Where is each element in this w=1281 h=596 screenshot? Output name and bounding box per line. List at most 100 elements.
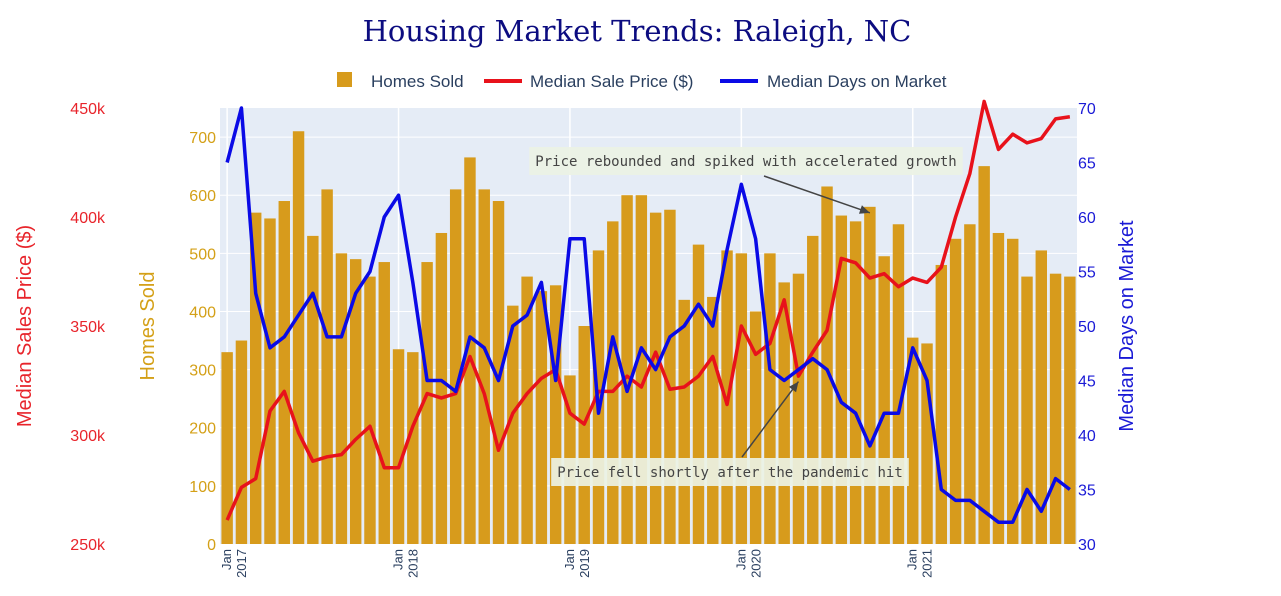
- homes-sold-bar: [835, 215, 848, 544]
- days-tick-label: 30: [1078, 537, 1096, 554]
- homes-sold-bar: [249, 212, 262, 544]
- homes-sold-bar: [478, 189, 490, 545]
- x-tick-month: Jan: [733, 549, 748, 570]
- homes-sold-axis: 0 100 200 300 400 500 600 700: [189, 130, 216, 554]
- homes-sold-bar: [521, 276, 533, 544]
- homes-sold-bar: [321, 189, 333, 545]
- legend[interactable]: Homes Sold Median Sale Price ($) Median …: [337, 72, 947, 91]
- annotations: Price rebounded and spiked with accelera…: [529, 147, 963, 486]
- homes-sold-bar: [549, 285, 562, 544]
- homes-sold-bar: [364, 276, 376, 544]
- homes-sold-bar: [235, 340, 248, 544]
- homes-sold-bar: [1021, 276, 1033, 544]
- annotation-price-rebound-arrow: [763, 175, 871, 214]
- homes-sold-bar: [849, 221, 862, 545]
- legend-label-days-on-market[interactable]: Median Days on Market: [767, 72, 947, 91]
- homes-sold-bar: [949, 238, 962, 545]
- homes-sold-bar: [878, 256, 890, 544]
- price-tick-label: 400k: [70, 210, 106, 227]
- homes-sold-bar: [407, 352, 419, 544]
- price-axis-title: Median Sales Price ($): [14, 225, 36, 427]
- price-axis: 250k 300k 350k 400k 450k: [70, 101, 106, 554]
- days-axis-title: Median Days on Market: [1116, 220, 1138, 432]
- homes-sold-bar: [449, 189, 462, 545]
- days-tick-label: 65: [1078, 156, 1096, 173]
- homes-sold-bar: [992, 232, 1005, 544]
- homes-sold-bar: [907, 337, 919, 544]
- x-tick-year: 2017: [234, 549, 249, 578]
- homes-sold-bar: [664, 209, 676, 544]
- homes-sold-bar: [735, 253, 748, 545]
- homes-sold-bar: [578, 326, 590, 544]
- days-tick-label: 45: [1078, 374, 1096, 391]
- legend-label-sale-price[interactable]: Median Sale Price ($): [530, 72, 693, 91]
- days-tick-label: 50: [1078, 319, 1096, 336]
- price-tick-label: 300k: [70, 428, 106, 445]
- homes-sold-bar: [935, 264, 948, 544]
- homes-sold-bar: [507, 305, 519, 544]
- homes-sold-bar: [921, 343, 933, 544]
- homes-sold-bar: [392, 349, 405, 544]
- homes-sold-bar: [807, 235, 819, 545]
- x-tick-year: 2021: [920, 549, 935, 578]
- homes-sold-bar: [535, 291, 548, 544]
- series-lines: [225, 99, 1071, 524]
- x-tick-year: 2018: [406, 549, 421, 578]
- homes-sold-bar: [464, 157, 476, 544]
- x-tick-month: Jan: [562, 549, 577, 570]
- homes-sold-bar: [264, 218, 276, 544]
- legend-label-homes-sold[interactable]: Homes Sold: [371, 72, 464, 91]
- homes-sold-tick-label: 0: [207, 537, 216, 554]
- sale-price-line: [225, 99, 1071, 521]
- homes-sold-bar: [435, 232, 448, 544]
- homes-sold-tick-label: 300: [189, 363, 216, 380]
- homes-sold-bar: [692, 244, 705, 544]
- homes-sold-tick-label: 700: [189, 130, 216, 147]
- homes-sold-tick-label: 100: [189, 479, 216, 496]
- price-tick-label: 350k: [70, 319, 106, 336]
- homes-sold-tick-label: 400: [189, 304, 216, 321]
- days-tick-label: 70: [1078, 101, 1096, 118]
- days-tick-label: 60: [1078, 210, 1096, 227]
- price-tick-label: 450k: [70, 101, 106, 118]
- annotation-pandemic-dip-arrowhead: [788, 381, 799, 393]
- homes-sold-bar: [307, 235, 319, 545]
- homes-sold-bar: [649, 212, 662, 544]
- x-tick-year: 2020: [748, 549, 763, 578]
- homes-sold-bar: [378, 262, 390, 544]
- homes-sold-bar: [978, 166, 990, 544]
- homes-sold-bar: [1049, 273, 1062, 544]
- annotation-price-rebound-text: Price rebounded and spiked with accelera…: [535, 154, 956, 170]
- annotation-pandemic-dip-text: Price fell shortly after the pandemic hi…: [557, 465, 903, 481]
- homes-sold-bar: [707, 296, 719, 544]
- x-axis: Jan 2017 Jan 2018 Jan 2019 Jan 2020 Jan 2021: [219, 549, 935, 578]
- annotation-price-rebound: Price rebounded and spiked with accelera…: [529, 147, 963, 214]
- homes-sold-bar: [892, 224, 905, 544]
- homes-sold-bar: [292, 131, 305, 544]
- homes-sold-bar: [421, 262, 433, 544]
- annotation-pandemic-dip-box: [551, 458, 909, 486]
- homes-sold-bar: [1064, 276, 1076, 544]
- homes-sold-bar: [278, 201, 290, 544]
- days-tick-label: 40: [1078, 428, 1096, 445]
- homes-sold-tick-label: 200: [189, 421, 216, 438]
- homes-sold-bar: [821, 186, 833, 545]
- homes-sold-bar: [221, 352, 233, 544]
- homes-sold-tick-label: 500: [189, 246, 216, 263]
- legend-swatch-homes-sold[interactable]: [337, 72, 352, 87]
- homes-sold-bar: [1035, 250, 1048, 544]
- homes-sold-bar: [1007, 238, 1019, 545]
- annotation-pandemic-dip: Price fell shortly after the pandemic hi…: [551, 381, 909, 486]
- x-tick-month: Jan: [391, 549, 406, 570]
- homes-sold-axis-title: Homes Sold: [137, 272, 159, 381]
- homes-sold-bar: [621, 195, 633, 544]
- annotation-pandemic-dip-arrow: [741, 381, 800, 458]
- price-tick-label: 250k: [70, 537, 106, 554]
- x-tick-month: Jan: [219, 549, 234, 570]
- days-on-market-line: [225, 106, 1071, 524]
- homes-sold-bar: [764, 253, 776, 545]
- homes-sold-bar: [607, 221, 619, 545]
- homes-sold-bar: [635, 195, 648, 544]
- homes-sold-bar: [335, 253, 348, 545]
- homes-sold-bar: [864, 206, 876, 544]
